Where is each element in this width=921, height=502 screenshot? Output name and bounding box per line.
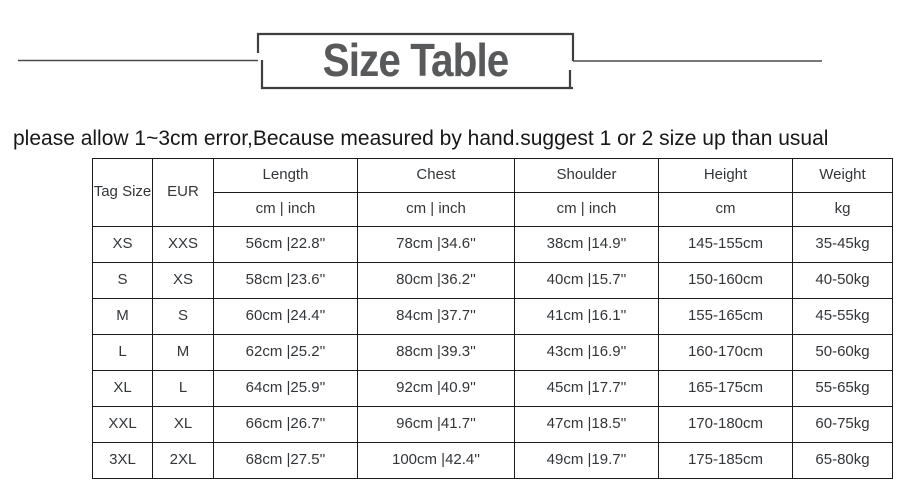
- cell-chest: 84cm |37.7'': [357, 298, 515, 335]
- table-row: XS XXS 56cm |22.8'' 78cm |34.6'' 38cm |1…: [92, 226, 893, 263]
- cell-length: 60cm |24.4'': [213, 298, 358, 335]
- cell-tag: XXL: [92, 406, 153, 443]
- table-row: XXL XL 66cm |26.7'' 96cm |41.7'' 47cm |1…: [92, 406, 893, 443]
- cell-weight: 60-75kg: [792, 406, 893, 443]
- cell-chest: 92cm |40.9'': [357, 370, 515, 407]
- table-row: L M 62cm |25.2'' 88cm |39.3'' 43cm |16.9…: [92, 334, 893, 371]
- cell-shoulder: 45cm |17.7'': [514, 370, 659, 407]
- cell-length: 68cm |27.5'': [213, 442, 358, 479]
- cell-length: 66cm |26.7'': [213, 406, 358, 443]
- unit-shoulder: cm | inch: [514, 192, 659, 227]
- table-row: 3XL 2XL 68cm |27.5'' 100cm |42.4'' 49cm …: [92, 442, 893, 479]
- cell-weight: 40-50kg: [792, 262, 893, 299]
- cell-chest: 88cm |39.3'': [357, 334, 515, 371]
- cell-chest: 80cm |36.2'': [357, 262, 515, 299]
- cell-height: 150-160cm: [658, 262, 793, 299]
- cell-shoulder: 49cm |19.7'': [514, 442, 659, 479]
- cell-chest: 100cm |42.4'': [357, 442, 515, 479]
- cell-chest: 78cm |34.6'': [357, 226, 515, 263]
- cell-shoulder: 41cm |16.1'': [514, 298, 659, 335]
- col-header-shoulder: Shoulder: [514, 158, 659, 193]
- col-header-chest: Chest: [357, 158, 515, 193]
- banner-box-top: [256, 32, 575, 61]
- cell-height: 160-170cm: [658, 334, 793, 371]
- cell-shoulder: 43cm |16.9'': [514, 334, 659, 371]
- cell-eur: S: [152, 298, 214, 335]
- banner-box-bottom: [260, 60, 573, 90]
- cell-shoulder: 40cm |15.7'': [514, 262, 659, 299]
- cell-tag: XL: [92, 370, 153, 407]
- cell-weight: 50-60kg: [792, 334, 893, 371]
- cell-eur: L: [152, 370, 214, 407]
- table-row: S XS 58cm |23.6'' 80cm |36.2'' 40cm |15.…: [92, 262, 893, 299]
- page-title: Size Table: [322, 34, 510, 87]
- col-header-tag-size: Tag Size: [92, 158, 153, 227]
- cell-height: 175-185cm: [658, 442, 793, 479]
- cell-eur: XXS: [152, 226, 214, 263]
- table-row: M S 60cm |24.4'' 84cm |37.7'' 41cm |16.1…: [92, 298, 893, 335]
- cell-length: 56cm |22.8'': [213, 226, 358, 263]
- cell-tag: L: [92, 334, 153, 371]
- cell-eur: 2XL: [152, 442, 214, 479]
- table-header-row: Tag Size EUR Length Chest Shoulder Heigh…: [92, 158, 893, 227]
- cell-weight: 55-65kg: [792, 370, 893, 407]
- cell-height: 155-165cm: [658, 298, 793, 335]
- cell-eur: XL: [152, 406, 214, 443]
- cell-shoulder: 47cm |18.5'': [514, 406, 659, 443]
- cell-weight: 35-45kg: [792, 226, 893, 263]
- unit-length: cm | inch: [213, 192, 358, 227]
- table-row: XL L 64cm |25.9'' 92cm |40.9'' 45cm |17.…: [92, 370, 893, 407]
- cell-tag: S: [92, 262, 153, 299]
- cell-chest: 96cm |41.7'': [357, 406, 515, 443]
- unit-chest: cm | inch: [357, 192, 515, 227]
- col-header-height: Height: [658, 158, 793, 193]
- banner-decoration: [18, 32, 822, 90]
- size-table: Tag Size EUR Length Chest Shoulder Heigh…: [92, 158, 893, 479]
- cell-tag: M: [92, 298, 153, 335]
- table-unit-row: cm | inch cm | inch cm | inch cm kg: [93, 192, 893, 227]
- cell-tag: 3XL: [92, 442, 153, 479]
- col-header-weight: Weight: [792, 158, 893, 193]
- cell-shoulder: 38cm |14.9'': [514, 226, 659, 263]
- cell-length: 62cm |25.2'': [213, 334, 358, 371]
- unit-height: cm: [658, 192, 793, 227]
- cell-height: 170-180cm: [658, 406, 793, 443]
- col-header-eur: EUR: [152, 158, 214, 227]
- cell-eur: XS: [152, 262, 214, 299]
- unit-weight: kg: [792, 192, 893, 227]
- cell-length: 58cm |23.6'': [213, 262, 358, 299]
- cell-weight: 45-55kg: [792, 298, 893, 335]
- cell-length: 64cm |25.9'': [213, 370, 358, 407]
- cell-weight: 65-80kg: [792, 442, 893, 479]
- cell-eur: M: [152, 334, 214, 371]
- cell-height: 165-175cm: [658, 370, 793, 407]
- measurement-note: please allow 1~3cm error,Because measure…: [13, 127, 829, 150]
- cell-height: 145-155cm: [658, 226, 793, 263]
- col-header-length: Length: [213, 158, 358, 193]
- cell-tag: XS: [92, 226, 153, 263]
